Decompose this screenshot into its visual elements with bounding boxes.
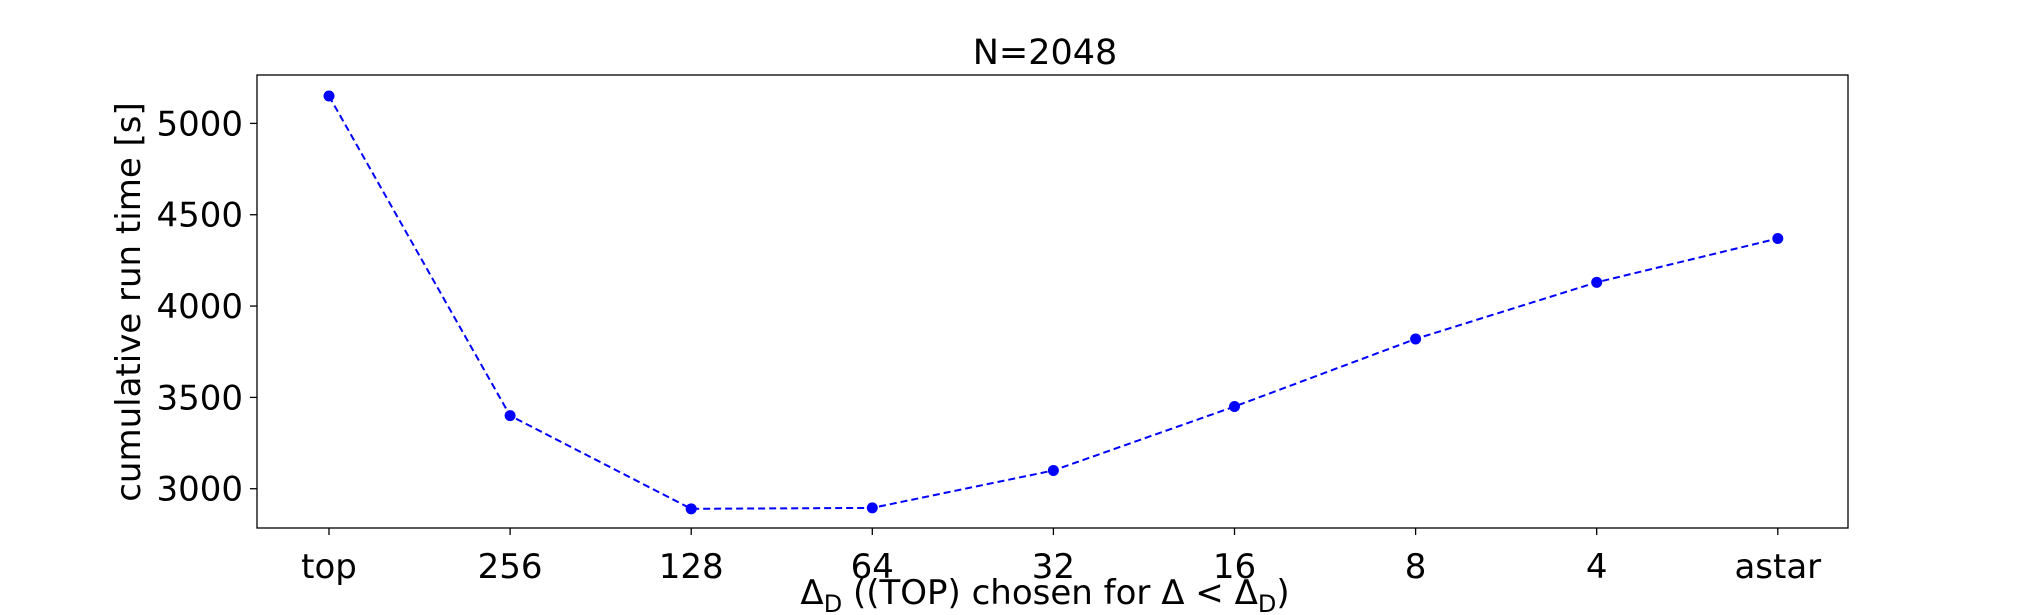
x-axis-label-prefix: Δ	[800, 573, 823, 613]
series-line	[328, 95, 1779, 510]
data-point	[866, 502, 878, 514]
data-point	[1772, 232, 1784, 244]
x-tick-label: 4	[1586, 547, 1608, 587]
data-point	[323, 90, 335, 102]
y-axis-label: cumulative run time [s]	[109, 102, 149, 502]
x-tick-label: 8	[1405, 547, 1427, 587]
x-tick-label: 128	[659, 547, 724, 587]
chart-title: N=2048	[973, 33, 1118, 73]
y-tick-label: 3000	[156, 470, 243, 510]
y-tick-label: 4000	[156, 287, 243, 327]
x-tick-label: 64	[851, 547, 894, 587]
data-point	[1410, 333, 1422, 345]
x-tick-label: astar	[1734, 547, 1821, 587]
data-point	[1229, 401, 1240, 413]
x-tick-label: 256	[478, 547, 543, 587]
x-axis-label: ΔD ((TOP) chosen for Δ < ΔD)	[800, 573, 1289, 615]
data-point	[1047, 464, 1059, 476]
y-tick-label: 3500	[156, 378, 243, 418]
plot-area: 3000 3500 4000 4500 5000 top 256 128 64 32 16 8 4 ast…	[156, 74, 1849, 587]
x-axis-label-suffix: )	[1276, 573, 1289, 613]
y-tick-label: 4500	[156, 196, 243, 236]
x-axis-label-middle: ((TOP) chosen for Δ < Δ	[842, 573, 1258, 613]
x-tick-label: top	[301, 547, 357, 587]
x-axis-label-suffix-sub: D	[1258, 590, 1276, 615]
y-tick-label: 5000	[156, 104, 243, 144]
plot-frame	[256, 74, 1849, 529]
x-tick-label: 16	[1213, 547, 1256, 587]
data-point	[504, 410, 516, 422]
x-axis-label-prefix-sub: D	[824, 590, 842, 615]
data-point	[685, 503, 697, 515]
data-point	[1591, 276, 1603, 288]
x-tick-label: 32	[1032, 547, 1075, 587]
